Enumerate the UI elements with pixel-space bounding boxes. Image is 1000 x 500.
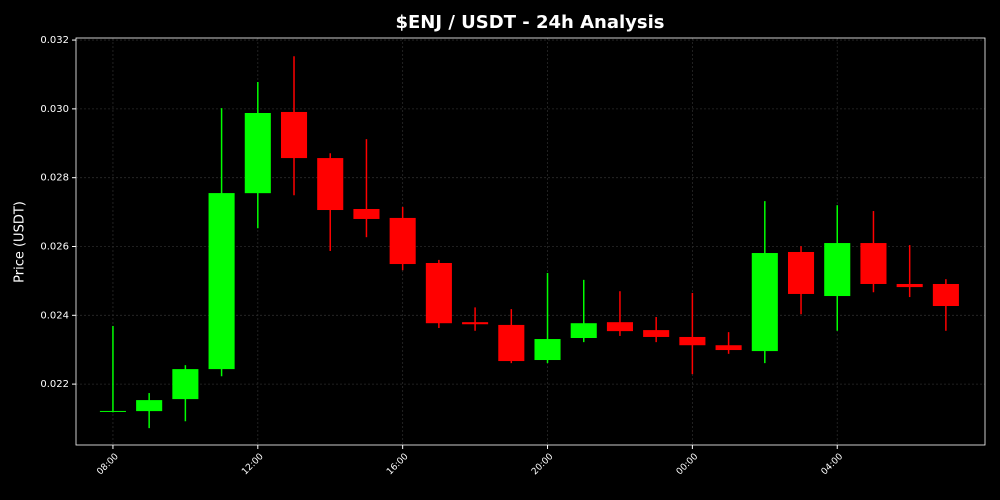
y-tick-label: 0.032 [40, 35, 69, 46]
x-tick-label: 00:00 [675, 452, 701, 478]
candle-body [317, 158, 344, 211]
candle-body [172, 369, 199, 400]
candle-body [353, 208, 380, 219]
candle-body [208, 193, 235, 370]
y-tick-label: 0.024 [40, 310, 69, 321]
candle-body [932, 283, 959, 307]
candle-body [643, 330, 670, 337]
candle-body [824, 243, 851, 297]
candle-body [99, 410, 126, 412]
candle-body [570, 323, 597, 339]
x-tick-label: 12:00 [240, 452, 266, 478]
x-tick-label: 04:00 [820, 452, 846, 478]
plot-frame [75, 37, 986, 446]
candle-body [425, 263, 452, 324]
chart-title: $ENJ / USDT - 24h Analysis [395, 12, 664, 33]
y-tick-label: 0.022 [40, 379, 69, 390]
x-tick-label: 20:00 [530, 452, 556, 478]
candle-body [389, 217, 416, 265]
candle-body [244, 113, 271, 194]
candle-body [280, 111, 308, 159]
x-tick-label: 08:00 [95, 452, 121, 478]
y-tick-label: 0.030 [40, 104, 69, 115]
candle-body [715, 345, 742, 351]
candle-body [606, 322, 633, 332]
x-tick-label: 16:00 [385, 452, 411, 478]
y-tick-label: 0.026 [40, 241, 69, 252]
candle-body [751, 253, 778, 352]
candle-body [679, 336, 706, 346]
candle-body [462, 322, 489, 325]
candle-body [787, 251, 815, 294]
y-axis-label: Price (USDT) [13, 201, 28, 283]
candle-body [896, 283, 923, 288]
y-tick-label: 0.028 [40, 173, 69, 184]
candle-body [136, 400, 163, 412]
candle-body [860, 243, 887, 284]
candle-body [534, 339, 561, 361]
candle-body [498, 324, 525, 362]
